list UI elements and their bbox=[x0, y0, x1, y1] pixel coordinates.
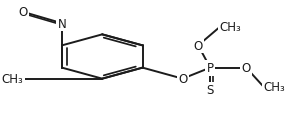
Text: P: P bbox=[207, 62, 214, 74]
Text: O: O bbox=[178, 73, 187, 85]
Text: O: O bbox=[193, 40, 203, 52]
Text: N: N bbox=[58, 18, 66, 30]
Text: O: O bbox=[18, 6, 28, 19]
Text: CH₃: CH₃ bbox=[220, 21, 242, 34]
Text: S: S bbox=[206, 84, 214, 96]
Text: O: O bbox=[242, 62, 251, 74]
Text: CH₃: CH₃ bbox=[263, 80, 285, 93]
Text: CH₃: CH₃ bbox=[1, 73, 23, 85]
